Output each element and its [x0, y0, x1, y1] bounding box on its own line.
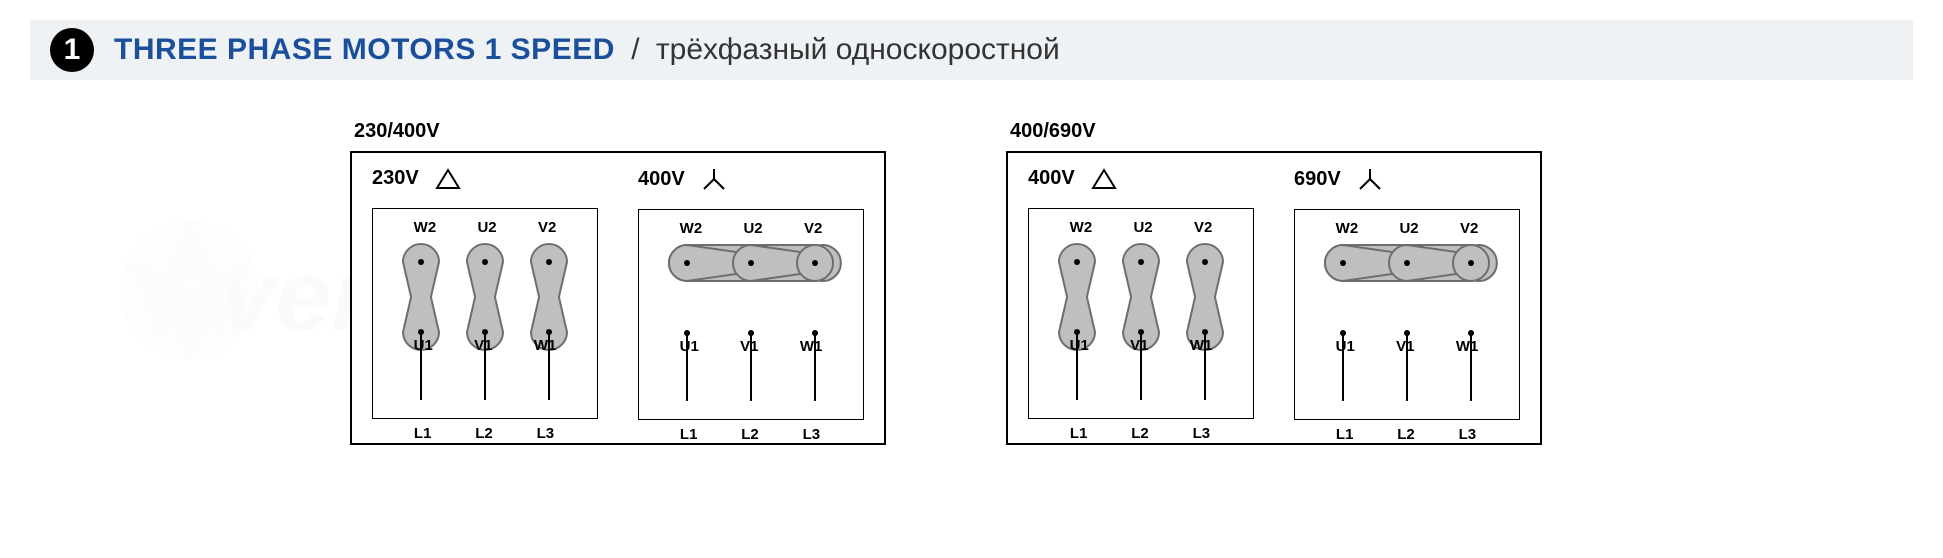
diagram-group: 230/400V 230V W2 U2 V2 U1 V1 W1 L1 L2 L3 400V W2 U2 V2…	[350, 120, 886, 445]
terminal-label: U2	[743, 220, 762, 237]
connection-graphic	[1049, 240, 1233, 404]
panel-voltage: 690V	[1294, 168, 1341, 191]
star-icon	[1357, 167, 1383, 191]
line-label: L1	[414, 425, 432, 442]
terminal-label: U2	[477, 219, 496, 236]
panel-header: 400V	[638, 167, 864, 191]
panel-voltage: 400V	[638, 168, 685, 191]
top-terminal-row: W2 U2 V2	[1049, 219, 1233, 236]
terminal-label: V2	[538, 219, 556, 236]
terminal-label: V2	[804, 220, 822, 237]
bottom-terminal-row: U1 V1 W1	[1049, 337, 1233, 354]
diagrams-row: venttel 230/400V230VW2U2V2U1V1W1L1L2L340…	[320, 120, 1943, 485]
line-label: L2	[1397, 426, 1415, 443]
terminal-label: U1	[1336, 338, 1355, 355]
connection-graphic	[659, 241, 843, 405]
terminal-label: V1	[474, 337, 492, 354]
connection-panel: 230V W2 U2 V2 U1 V1 W1 L1 L2 L3	[372, 167, 598, 443]
top-terminal-row: W2 U2 V2	[1315, 220, 1499, 237]
line-label: L1	[1070, 425, 1088, 442]
line-label: L3	[1193, 425, 1211, 442]
terminal-label: W2	[1070, 219, 1093, 236]
title-separator: /	[623, 33, 648, 67]
top-terminal-row: W2 U2 V2	[393, 219, 577, 236]
delta-connection-svg	[1049, 240, 1233, 404]
terminal-box: W2 U2 V2 U1 V1 W1	[1294, 209, 1520, 420]
title-secondary: трёхфазный односкоростной	[656, 33, 1060, 67]
outer-box: 230V W2 U2 V2 U1 V1 W1 L1 L2 L3 400V W2 U2 V2 U1 V1 W1 L1…	[350, 151, 886, 445]
panel-header: 230V	[372, 167, 598, 190]
star-connection-svg	[659, 241, 843, 405]
title-primary: THREE PHASE MOTORS 1 SPEED	[114, 33, 615, 67]
line-labels-row: L1 L2 L3	[638, 426, 862, 443]
terminal-box: W2 U2 V2 U1 V1 W1	[638, 209, 864, 420]
terminal-label: U1	[680, 338, 699, 355]
connection-panel: 690V W2 U2 V2 U1 V1 W1 L1 L2 L3	[1294, 167, 1520, 443]
line-label: L1	[1336, 426, 1354, 443]
terminal-label: W1	[534, 337, 557, 354]
terminal-label: W1	[800, 338, 823, 355]
terminal-box: W2 U2 V2 U1 V1 W1	[1028, 208, 1254, 419]
terminal-label: V1	[1130, 337, 1148, 354]
star-icon	[701, 167, 727, 191]
line-label: L2	[741, 426, 759, 443]
terminal-label: V1	[740, 338, 758, 355]
group-voltage-label: 230/400V	[354, 120, 886, 143]
panel-voltage: 230V	[372, 167, 419, 190]
delta-icon	[1091, 168, 1117, 190]
line-labels-row: L1 L2 L3	[1028, 425, 1252, 442]
connection-graphic	[393, 240, 577, 404]
terminal-label: U1	[414, 337, 433, 354]
section-number: 1	[64, 33, 81, 67]
connection-panel: 400V W2 U2 V2 U1 V1 W1 L1 L2 L3	[638, 167, 864, 443]
bottom-terminal-row: U1 V1 W1	[659, 338, 843, 355]
panel-header: 690V	[1294, 167, 1520, 191]
terminal-label: W1	[1190, 337, 1213, 354]
terminal-label: U2	[1399, 220, 1418, 237]
terminal-label: W2	[680, 220, 703, 237]
panel-header: 400V	[1028, 167, 1254, 190]
terminal-box: W2 U2 V2 U1 V1 W1	[372, 208, 598, 419]
terminal-label: W1	[1456, 338, 1479, 355]
line-label: L3	[1459, 426, 1477, 443]
terminal-label: V2	[1194, 219, 1212, 236]
diagram-group: 400/690V 400V W2 U2 V2 U1 V1 W1 L1 L2 L3 690V W2 U2 V2…	[1006, 120, 1542, 445]
panel-voltage: 400V	[1028, 167, 1075, 190]
terminal-label: W2	[414, 219, 437, 236]
line-label: L3	[537, 425, 555, 442]
connection-graphic	[1315, 241, 1499, 405]
line-labels-row: L1 L2 L3	[1294, 426, 1518, 443]
outer-box: 400V W2 U2 V2 U1 V1 W1 L1 L2 L3 690V W2 U2 V2 U1 V1 W1 L1…	[1006, 151, 1542, 445]
header-bar: 1 THREE PHASE MOTORS 1 SPEED / трёхфазны…	[30, 20, 1913, 80]
terminal-label: V2	[1460, 220, 1478, 237]
bottom-terminal-row: U1 V1 W1	[393, 337, 577, 354]
terminal-label: V1	[1396, 338, 1414, 355]
star-connection-svg	[1315, 241, 1499, 405]
terminal-label: U2	[1133, 219, 1152, 236]
line-label: L1	[680, 426, 698, 443]
line-label: L2	[475, 425, 493, 442]
bottom-terminal-row: U1 V1 W1	[1315, 338, 1499, 355]
terminal-label: U1	[1070, 337, 1089, 354]
line-label: L2	[1131, 425, 1149, 442]
section-number-circle: 1	[50, 28, 94, 72]
delta-connection-svg	[393, 240, 577, 404]
connection-panel: 400V W2 U2 V2 U1 V1 W1 L1 L2 L3	[1028, 167, 1254, 443]
line-label: L3	[803, 426, 821, 443]
line-labels-row: L1 L2 L3	[372, 425, 596, 442]
delta-icon	[435, 168, 461, 190]
group-voltage-label: 400/690V	[1010, 120, 1542, 143]
terminal-label: W2	[1336, 220, 1359, 237]
top-terminal-row: W2 U2 V2	[659, 220, 843, 237]
